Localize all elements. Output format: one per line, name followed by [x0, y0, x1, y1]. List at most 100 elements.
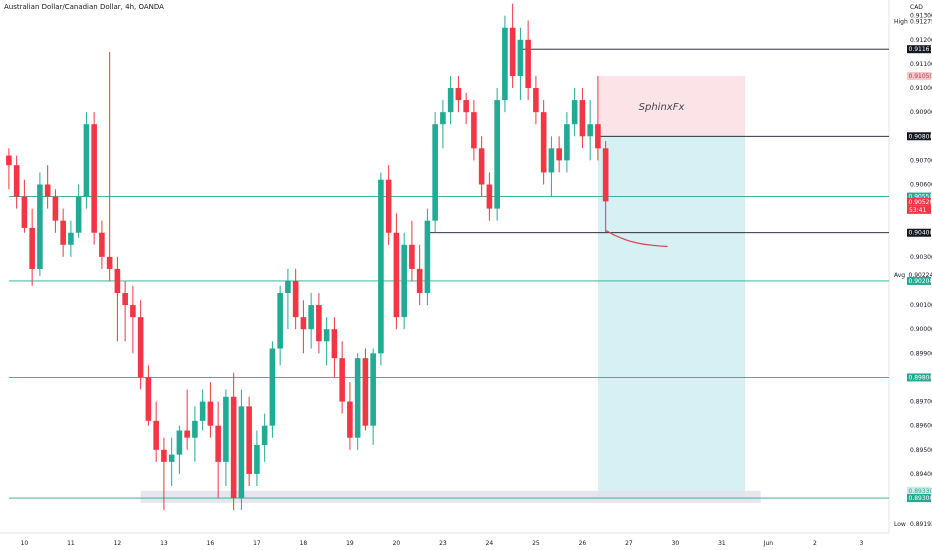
x-tick-label: 24 [486, 540, 494, 547]
price-label-bg [907, 132, 931, 141]
x-tick-label: 26 [579, 540, 587, 547]
candle-body [571, 100, 578, 125]
candle-body [91, 124, 97, 233]
candle-body [416, 268, 423, 294]
candle-body [230, 396, 237, 499]
price-label-0.90224: 0.90224 [909, 272, 932, 279]
candle-body [602, 148, 609, 202]
candle-body [285, 280, 291, 294]
price-label-0.91050: 0.91050 [909, 73, 932, 80]
candle-body [370, 353, 376, 426]
price-label-bg [907, 494, 931, 503]
candle-body [432, 124, 438, 221]
candle-body [525, 39, 531, 89]
candle-body [378, 179, 384, 354]
candle-body [579, 100, 586, 137]
candle-body [292, 280, 299, 318]
candle-body [199, 401, 206, 421]
countdown-bg [907, 205, 931, 214]
candle-body [463, 100, 469, 113]
y-tick-label: 0.91275 [910, 19, 932, 26]
price-label-bg [907, 486, 931, 495]
candle-body [478, 148, 485, 185]
candle-body [331, 329, 338, 359]
x-tick-label: 11 [67, 540, 75, 547]
candle-body [106, 256, 113, 269]
price-label-0.91161: 0.91161 [909, 46, 932, 53]
candle-body [184, 430, 190, 438]
candle-body [122, 293, 128, 306]
low-tag: Low [894, 521, 906, 528]
price-label-0.89330: 0.89330 [909, 488, 932, 495]
price-label-0.89800: 0.89800 [909, 374, 932, 381]
candle-body [362, 358, 369, 426]
moving-average-line [605, 229, 668, 248]
candle-body [587, 124, 593, 137]
candle-body [424, 220, 431, 294]
candle-body [238, 406, 245, 499]
candle-body [13, 165, 20, 197]
candle-body [471, 112, 477, 149]
candle-body [440, 112, 446, 125]
candle-body [455, 88, 462, 101]
candle-body [83, 124, 90, 197]
chart-title: Australian Dollar/Canadian Dollar, 4h, O… [4, 3, 164, 11]
candle-body [44, 184, 51, 197]
candle-body [339, 358, 345, 402]
x-tick-label: 31 [718, 540, 726, 547]
candle-body [52, 196, 59, 221]
price-label-0.89300: 0.89300 [909, 495, 932, 502]
x-tick-label: Jun [763, 540, 774, 547]
candle-body [215, 425, 221, 462]
high-tag: High [894, 19, 908, 26]
x-tick-label: 2 [813, 540, 817, 547]
candle-body [75, 196, 82, 233]
candle-body [401, 244, 407, 318]
candle-body [556, 148, 562, 161]
position-stop-zone [597, 75, 746, 137]
candle-body [246, 406, 252, 474]
x-tick-label: 23 [439, 540, 447, 547]
price-label-bg [907, 192, 931, 201]
candle-body [137, 317, 144, 378]
candle-body [277, 293, 283, 349]
currency-label: CAD [910, 4, 923, 11]
x-tick-label: 19 [346, 540, 354, 547]
candle-body [37, 184, 43, 269]
candle-body [6, 155, 12, 166]
price-label-bg [907, 197, 931, 206]
candle-body [494, 100, 500, 209]
candle-body [548, 148, 555, 173]
candle-body [308, 305, 314, 330]
x-tick-label: 25 [532, 540, 540, 547]
candle-body [207, 401, 214, 426]
x-tick-label: 13 [160, 540, 168, 547]
candle-body [130, 305, 136, 318]
candle-body [21, 196, 28, 228]
price-label-0.90550: 0.90550 [909, 194, 932, 201]
price-label-bg [907, 228, 931, 237]
candle-body [192, 420, 198, 438]
candle-body [300, 317, 307, 330]
candle-body [385, 179, 392, 233]
price-label-0.90528: 0.90528 [909, 199, 932, 206]
candle-body [540, 112, 547, 173]
countdown-label: 53:41 [909, 207, 926, 214]
candle-body [393, 232, 400, 318]
price-label-0.90200: 0.90200 [909, 278, 932, 285]
price-label-bg [907, 276, 931, 285]
candle-body [595, 124, 601, 149]
candle-body [176, 430, 183, 455]
candle-body [509, 27, 516, 76]
avg-tag: Avg [894, 272, 905, 279]
x-tick-label: 30 [672, 540, 680, 547]
candle-body [145, 377, 152, 421]
